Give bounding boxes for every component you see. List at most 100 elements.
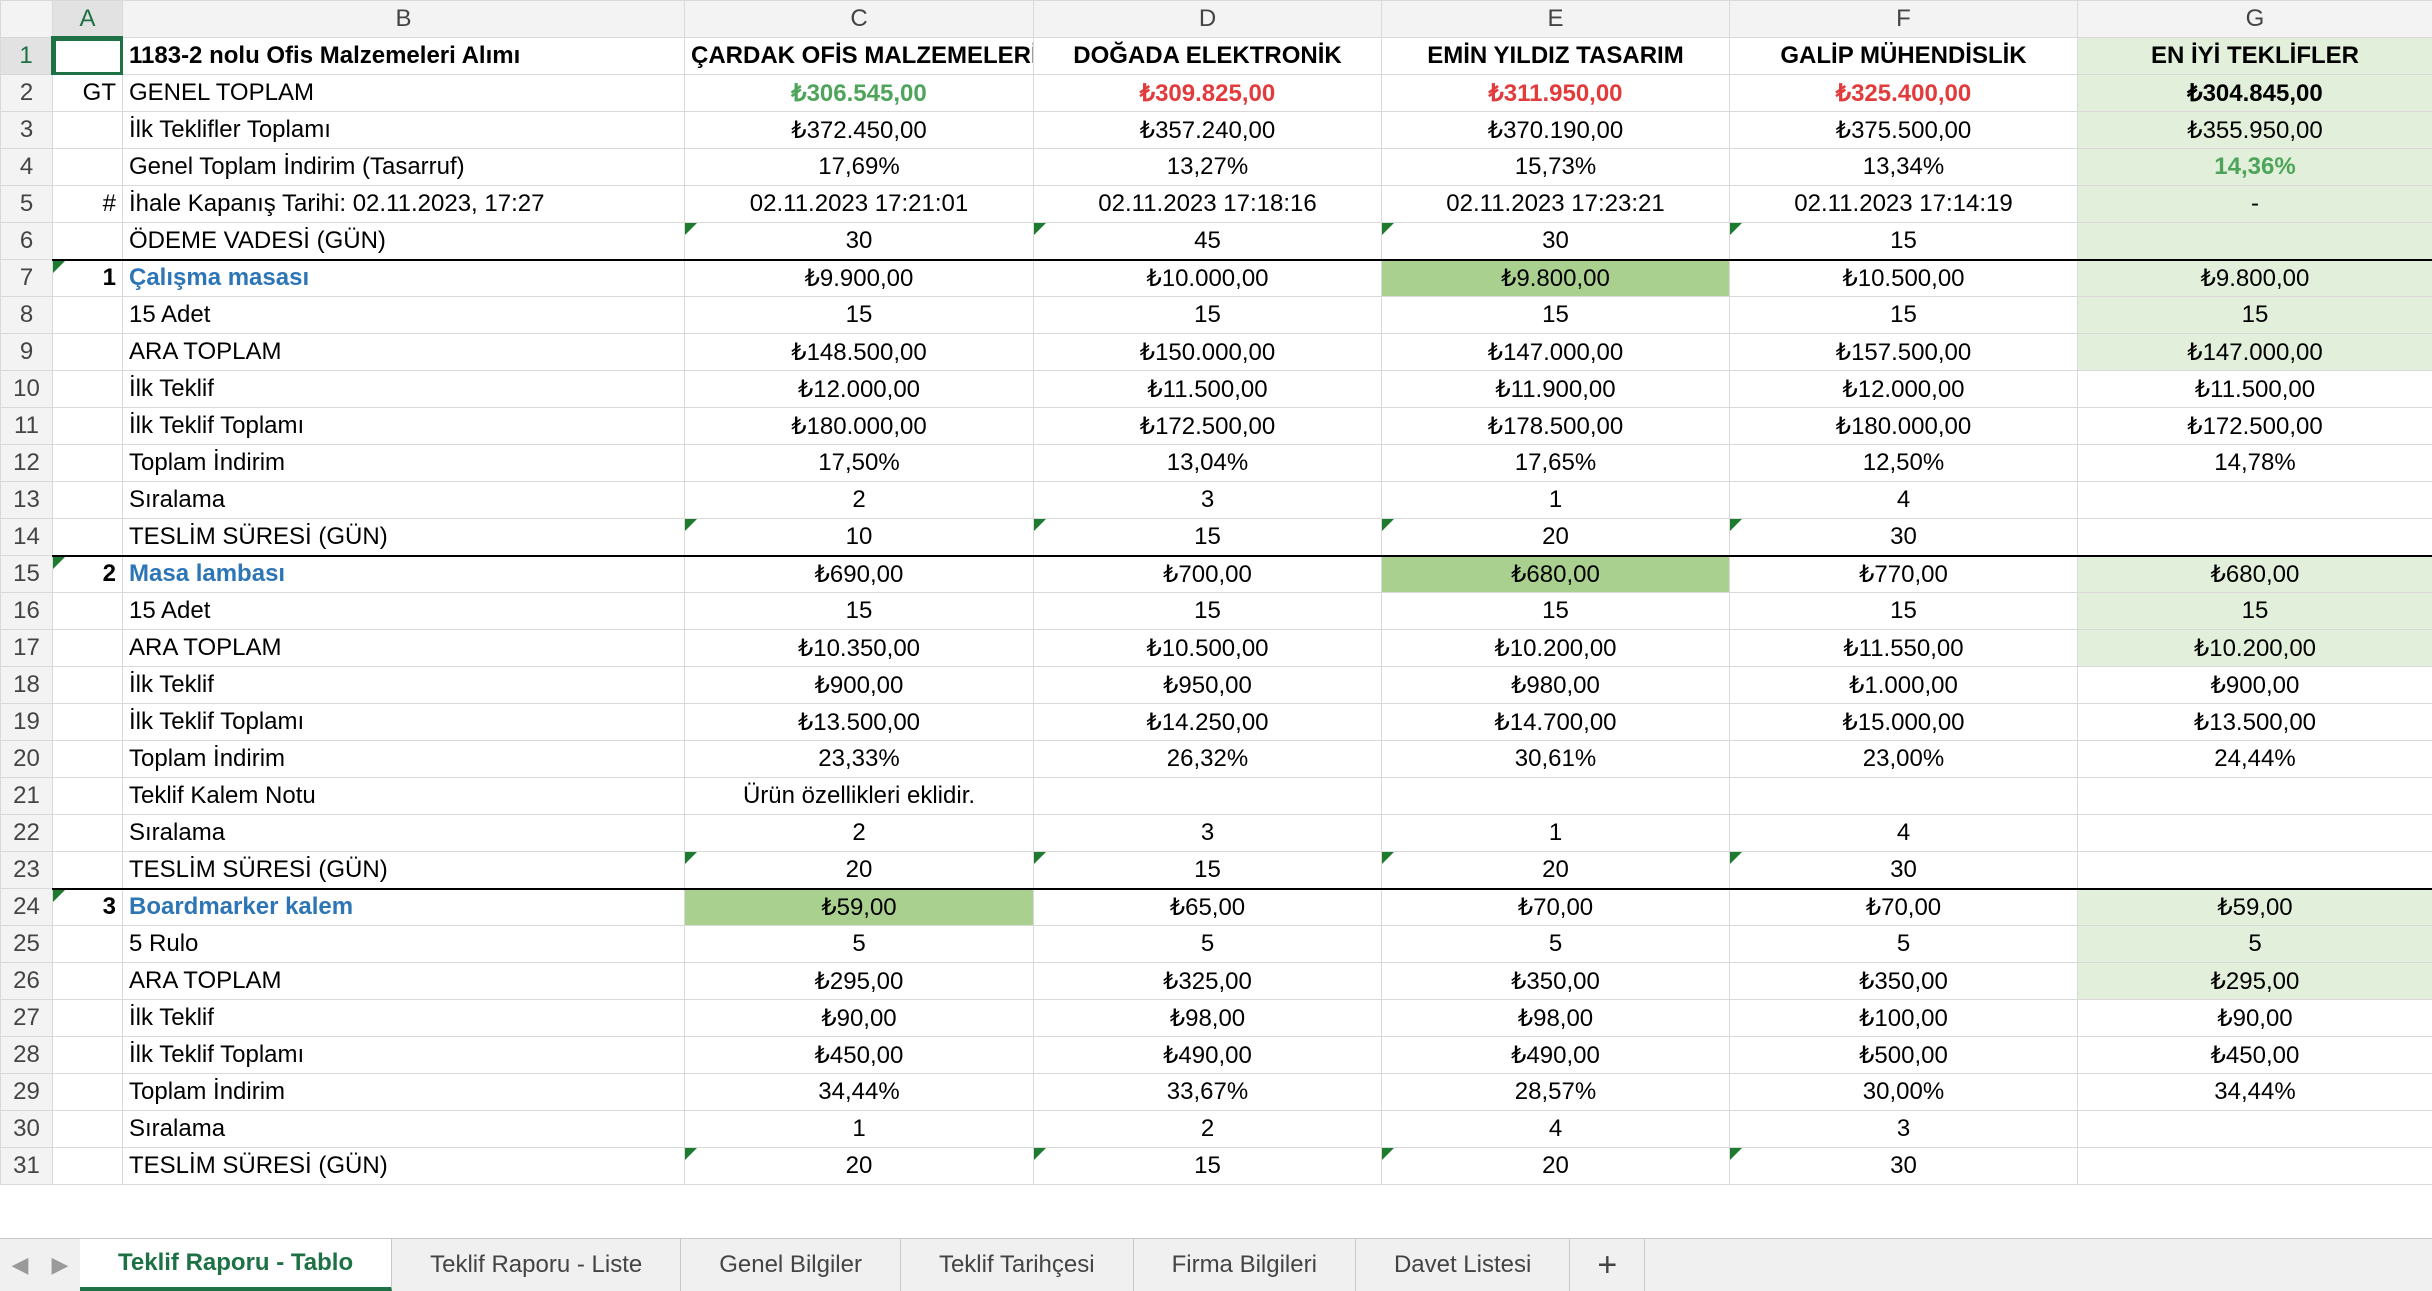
cell-f[interactable]: 30 xyxy=(1730,852,2078,889)
cell-c[interactable]: ₺13.500,00 xyxy=(685,704,1034,741)
cell-g[interactable]: ₺900,00 xyxy=(2078,667,2432,704)
cell-g[interactable] xyxy=(2078,519,2432,556)
cell-a[interactable] xyxy=(53,1037,123,1074)
cell-d[interactable]: 13,04% xyxy=(1034,445,1382,482)
cell-c[interactable]: 30 xyxy=(685,223,1034,260)
cell-e[interactable]: ₺490,00 xyxy=(1382,1037,1730,1074)
row-header[interactable]: 21 xyxy=(1,778,53,815)
cell-f[interactable]: 15 xyxy=(1730,593,2078,630)
cell-a[interactable] xyxy=(53,815,123,852)
row-label[interactable]: Sıralama xyxy=(123,815,685,852)
row-header[interactable]: 28 xyxy=(1,1037,53,1074)
cell-c[interactable]: 15 xyxy=(685,593,1034,630)
cell-g[interactable]: ₺9.800,00 xyxy=(2078,260,2432,297)
cell-d[interactable]: ₺309.825,00 xyxy=(1034,75,1382,112)
cell-e[interactable]: ₺14.700,00 xyxy=(1382,704,1730,741)
cell-d[interactable]: ₺14.250,00 xyxy=(1034,704,1382,741)
cell-a[interactable] xyxy=(53,334,123,371)
cell-d[interactable]: 45 xyxy=(1034,223,1382,260)
row-header[interactable]: 5 xyxy=(1,186,53,223)
cell-a[interactable] xyxy=(53,519,123,556)
row-header[interactable]: 18 xyxy=(1,667,53,704)
cell-c[interactable]: ₺180.000,00 xyxy=(685,408,1034,445)
row-header[interactable]: 29 xyxy=(1,1074,53,1111)
cell-d[interactable]: 15 xyxy=(1034,852,1382,889)
cell-g[interactable] xyxy=(2078,778,2432,815)
cell-e[interactable]: ₺9.800,00 xyxy=(1382,260,1730,297)
cell-g[interactable]: ₺10.200,00 xyxy=(2078,630,2432,667)
cell-f[interactable]: 15 xyxy=(1730,223,2078,260)
row-label[interactable]: İlk Teklif Toplamı xyxy=(123,1037,685,1074)
row-header[interactable]: 16 xyxy=(1,593,53,630)
cell-a[interactable] xyxy=(53,223,123,260)
supplier-header-c[interactable]: ÇARDAK OFİS MALZEMELERİ xyxy=(685,38,1034,75)
row-label[interactable]: Toplam İndirim xyxy=(123,445,685,482)
tab-genel-bilgiler[interactable]: Genel Bilgiler xyxy=(681,1239,901,1291)
cell-f[interactable]: ₺350,00 xyxy=(1730,963,2078,1000)
row-label[interactable]: Toplam İndirim xyxy=(123,741,685,778)
cell-c[interactable]: ₺90,00 xyxy=(685,1000,1034,1037)
cell-g[interactable]: ₺59,00 xyxy=(2078,889,2432,926)
cell-a[interactable] xyxy=(53,593,123,630)
cell-c[interactable]: 17,69% xyxy=(685,149,1034,186)
tab-firma-bilgileri[interactable]: Firma Bilgileri xyxy=(1134,1239,1356,1291)
cell-d[interactable]: ₺950,00 xyxy=(1034,667,1382,704)
cell-a[interactable] xyxy=(53,408,123,445)
row-header[interactable]: 11 xyxy=(1,408,53,445)
cell-e[interactable]: ₺70,00 xyxy=(1382,889,1730,926)
column-header-b[interactable]: B xyxy=(123,1,685,38)
row-header[interactable]: 14 xyxy=(1,519,53,556)
add-sheet-icon[interactable]: + xyxy=(1570,1239,1645,1291)
cell-c[interactable]: 02.11.2023 17:21:01 xyxy=(685,186,1034,223)
row-header[interactable]: 17 xyxy=(1,630,53,667)
cell-f[interactable]: ₺11.550,00 xyxy=(1730,630,2078,667)
cell-a[interactable] xyxy=(53,112,123,149)
cell-c[interactable]: 2 xyxy=(685,815,1034,852)
cell-e[interactable]: ₺10.200,00 xyxy=(1382,630,1730,667)
item-number[interactable]: 3 xyxy=(53,889,123,926)
item-number[interactable]: 1 xyxy=(53,260,123,297)
cell-c[interactable]: 20 xyxy=(685,852,1034,889)
cell-e[interactable]: ₺98,00 xyxy=(1382,1000,1730,1037)
tab-teklif-raporu-liste[interactable]: Teklif Raporu - Liste xyxy=(392,1239,681,1291)
row-label[interactable]: Genel Toplam İndirim (Tasarruf) xyxy=(123,149,685,186)
row-header[interactable]: 13 xyxy=(1,482,53,519)
cell-d[interactable]: ₺98,00 xyxy=(1034,1000,1382,1037)
cell-g[interactable]: ₺680,00 xyxy=(2078,556,2432,593)
cell-d[interactable]: 15 xyxy=(1034,593,1382,630)
supplier-header-d[interactable]: DOĞADA ELEKTRONİK xyxy=(1034,38,1382,75)
cell-d[interactable]: ₺65,00 xyxy=(1034,889,1382,926)
cell-g[interactable]: 5 xyxy=(2078,926,2432,963)
cell-g[interactable]: ₺11.500,00 xyxy=(2078,371,2432,408)
cell-g[interactable]: ₺90,00 xyxy=(2078,1000,2432,1037)
cell-e[interactable]: 30,61% xyxy=(1382,741,1730,778)
cell-f[interactable]: 4 xyxy=(1730,815,2078,852)
cell-e[interactable]: ₺680,00 xyxy=(1382,556,1730,593)
cell-f[interactable]: ₺1.000,00 xyxy=(1730,667,2078,704)
cell-c[interactable]: 17,50% xyxy=(685,445,1034,482)
row-label[interactable]: Sıralama xyxy=(123,482,685,519)
prev-sheet-icon[interactable]: ◀ xyxy=(0,1239,40,1291)
cell-f[interactable]: ₺180.000,00 xyxy=(1730,408,2078,445)
cell-g[interactable]: ₺13.500,00 xyxy=(2078,704,2432,741)
cell-e[interactable]: 20 xyxy=(1382,1148,1730,1185)
cell-c[interactable]: ₺12.000,00 xyxy=(685,371,1034,408)
row-label[interactable]: Teklif Kalem Notu xyxy=(123,778,685,815)
cell-g[interactable] xyxy=(2078,223,2432,260)
cell-c[interactable]: ₺148.500,00 xyxy=(685,334,1034,371)
cell-c[interactable]: ₺9.900,00 xyxy=(685,260,1034,297)
cell-f[interactable]: ₺375.500,00 xyxy=(1730,112,2078,149)
cell-f[interactable]: 12,50% xyxy=(1730,445,2078,482)
item-number[interactable]: 2 xyxy=(53,556,123,593)
row-label[interactable]: İlk Teklifler Toplamı xyxy=(123,112,685,149)
cell-c[interactable]: ₺295,00 xyxy=(685,963,1034,1000)
tender-title-cell[interactable]: 1183-2 nolu Ofis Malzemeleri Alımı xyxy=(123,38,685,75)
row-header[interactable]: 7 xyxy=(1,260,53,297)
cell-g[interactable] xyxy=(2078,1148,2432,1185)
row-header[interactable]: 3 xyxy=(1,112,53,149)
cell-a[interactable] xyxy=(53,482,123,519)
cell-e[interactable]: ₺370.190,00 xyxy=(1382,112,1730,149)
cell-d[interactable]: ₺10.500,00 xyxy=(1034,630,1382,667)
row-header[interactable]: 8 xyxy=(1,297,53,334)
row-label[interactable]: İhale Kapanış Tarihi: 02.11.2023, 17:27 xyxy=(123,186,685,223)
